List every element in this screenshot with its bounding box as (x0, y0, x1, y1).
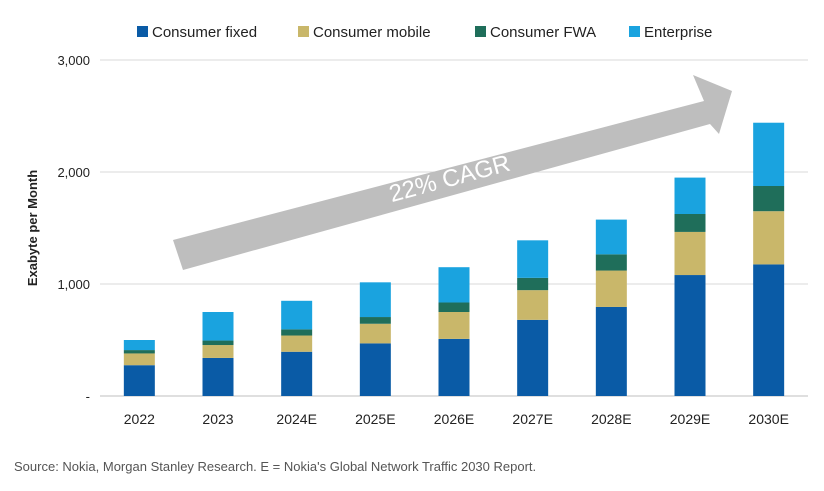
bar-segment (438, 302, 470, 312)
bar-segment (753, 264, 785, 396)
x-tick-label: 2022 (124, 411, 155, 427)
bar-segment (359, 343, 391, 396)
y-tick-label: - (86, 389, 90, 404)
bar-segment (595, 254, 627, 271)
bar-segment (753, 211, 785, 265)
bar-segment (123, 340, 155, 351)
bar-segment (674, 231, 706, 276)
bar-segment (674, 214, 706, 232)
x-tick-label: 2023 (202, 411, 233, 427)
y-tick-label: 3,000 (57, 53, 90, 68)
bar-segment (595, 219, 627, 255)
chart: Consumer fixed Consumer mobile Consumer FW… (25, 24, 808, 427)
y-axis: - 1,000 2,000 3,000 (57, 53, 90, 404)
bars (123, 122, 785, 396)
legend-swatch (137, 26, 148, 37)
bar-segment (438, 338, 470, 396)
x-tick-label: 2025E (355, 411, 395, 427)
legend-swatch (475, 26, 486, 37)
bar-segment (438, 312, 470, 339)
cagr-label: 22% CAGR (386, 150, 513, 208)
bar-segment (202, 312, 234, 341)
legend-label: Consumer mobile (313, 24, 431, 41)
bar-segment (517, 290, 549, 320)
legend-label: Consumer fixed (152, 24, 257, 41)
bar-segment (281, 335, 313, 352)
legend: Consumer fixed Consumer mobile Consumer FW… (137, 24, 712, 41)
cagr-arrow (173, 75, 732, 270)
bar-segment (123, 353, 155, 366)
legend-swatch (298, 26, 309, 37)
x-tick-label: 2029E (670, 411, 710, 427)
x-tick-label: 2024E (276, 411, 316, 427)
bar-segment (517, 277, 549, 291)
x-tick-label: 2027E (512, 411, 552, 427)
x-axis: 2022 2023 2024E 2025E 2026E 2027E 2028E 2029E 20… (124, 411, 789, 427)
bar-segment (359, 317, 391, 324)
bar-segment (753, 122, 785, 186)
bar-segment (202, 345, 234, 358)
bar-segment (595, 306, 627, 396)
bar-segment (202, 340, 234, 346)
y-tick-label: 2,000 (57, 165, 90, 180)
bar-segment (438, 267, 470, 303)
source-note: Source: Nokia, Morgan Stanley Research. … (14, 459, 537, 474)
bar-segment (281, 329, 313, 336)
bar-segment (753, 186, 785, 212)
legend-label: Enterprise (644, 24, 712, 41)
bar-segment (359, 323, 391, 344)
bar-segment (674, 177, 706, 214)
bar-segment (123, 365, 155, 396)
legend-swatch (629, 26, 640, 37)
bar-segment (281, 351, 313, 396)
x-tick-label: 2026E (434, 411, 474, 427)
bar-segment (202, 357, 234, 396)
x-tick-label: 2028E (591, 411, 631, 427)
legend-label: Consumer FWA (490, 24, 596, 41)
bar-segment (123, 350, 155, 354)
bar-segment (517, 319, 549, 396)
y-tick-label: 1,000 (57, 277, 90, 292)
bar-segment (674, 275, 706, 396)
bar-segment (595, 270, 627, 307)
bar-segment (359, 282, 391, 318)
x-tick-label: 2030E (748, 411, 788, 427)
bar-segment (517, 240, 549, 278)
bar-segment (281, 300, 313, 330)
y-axis-label: Exabyte per Month (25, 170, 40, 286)
